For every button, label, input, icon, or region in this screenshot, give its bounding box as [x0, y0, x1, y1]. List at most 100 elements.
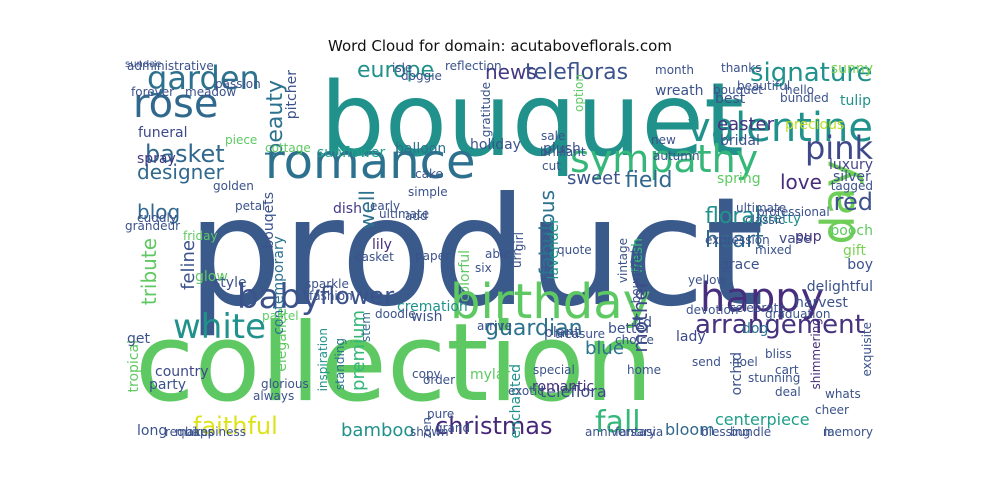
- word-administrative: administrative: [127, 60, 214, 73]
- word-long: long: [137, 423, 168, 439]
- word-lady: lady: [676, 329, 706, 345]
- word-doggie: doggie: [401, 69, 442, 83]
- word-bountiful: bountiful: [629, 250, 643, 304]
- word-harvest: harvest: [795, 295, 848, 311]
- word-la: la: [824, 425, 835, 439]
- word-tribute: tribute: [137, 238, 161, 306]
- word-centerpiece: centerpiece: [715, 410, 810, 429]
- word-lily: lily: [372, 237, 392, 253]
- word-meadow: meadow: [185, 85, 237, 99]
- word-romance: romance: [265, 134, 476, 190]
- word-expression: expression: [705, 233, 770, 247]
- word-sale: sale: [541, 129, 566, 143]
- word-passion: passion: [215, 77, 261, 91]
- word-holiday: holiday: [470, 137, 521, 153]
- word-bundle: bundle: [730, 425, 772, 439]
- word-designer: designer: [137, 160, 224, 184]
- word-sundae: sundae: [125, 60, 162, 70]
- word-red: red: [833, 188, 873, 216]
- word-delightful: delightful: [806, 279, 873, 295]
- word-professional: professional: [757, 205, 830, 219]
- word-order: order: [423, 373, 455, 387]
- word-stem: stem: [359, 312, 373, 343]
- word-cart: cart: [775, 363, 799, 377]
- word-quote: quote: [557, 243, 592, 257]
- word-blue: blue: [585, 338, 624, 359]
- word-anniversary: anniversary: [585, 425, 656, 439]
- word-shimmering: shimmering: [809, 318, 823, 390]
- word-telefloras: telefloras: [525, 60, 629, 85]
- word-exquisite: exquisite: [860, 322, 874, 377]
- word-casket: casket: [355, 250, 394, 264]
- word-forever: forever: [131, 85, 175, 99]
- word-pink: pink: [804, 129, 873, 167]
- word-whats: whats: [825, 387, 861, 401]
- word-guardian: guardian: [485, 316, 583, 341]
- word-funeral: funeral: [138, 125, 188, 141]
- chart-title: Word Cloud for domain: acutaboveflorals.…: [328, 37, 672, 55]
- word-garden: garden: [147, 60, 260, 97]
- word-wreath: wreath: [655, 83, 704, 99]
- word-add: add: [405, 209, 428, 223]
- word-balloon: balloon: [395, 141, 447, 157]
- word-spray: spray: [137, 151, 176, 167]
- word-signature: signature: [750, 60, 873, 88]
- word-thanks: thanks: [721, 61, 762, 75]
- word-spring: spring: [717, 171, 761, 187]
- word-brilliant: brilliant: [540, 145, 586, 159]
- word-style: style: [213, 275, 247, 291]
- word-christmas: christmas: [435, 412, 553, 440]
- word-cut: cut: [542, 159, 561, 173]
- word-always: always: [253, 389, 295, 403]
- word-happiness: happiness: [185, 425, 247, 439]
- word-hello: hello: [785, 83, 814, 97]
- word-best: best: [715, 91, 746, 107]
- word-arrangement: arrangement: [695, 310, 865, 340]
- word-early: early: [370, 199, 401, 213]
- word-paper: paper: [415, 249, 450, 263]
- word-send: send: [692, 355, 721, 369]
- word-able: able: [485, 247, 511, 261]
- word-faithful: faithful: [193, 412, 278, 440]
- word-party: party: [149, 377, 186, 393]
- word-exotic: exotic: [508, 384, 544, 398]
- word-country: country: [155, 364, 209, 380]
- word-better: better: [608, 321, 651, 337]
- word-sparkle: sparkle: [305, 277, 349, 291]
- word-gratitude: gratitude: [479, 82, 493, 138]
- word-yellow: yellow: [688, 273, 727, 287]
- word-product: product: [187, 166, 764, 340]
- word-bundled: bundled: [780, 91, 829, 105]
- word-sympathy: sympathy: [570, 137, 759, 181]
- word-standing: standing: [333, 338, 347, 391]
- word-friday: friday: [183, 229, 218, 243]
- word-bouquet: bouquet: [713, 83, 763, 97]
- word-colorful: colorful: [457, 250, 473, 303]
- word-tulip: tulip: [840, 93, 872, 109]
- word-pooch: pooch: [830, 223, 873, 239]
- word-romantic: romantic: [532, 379, 595, 395]
- word-make: make: [175, 425, 208, 439]
- word-love: love: [780, 170, 822, 194]
- word-teleflora: teleflora: [540, 382, 607, 401]
- word-bloom: bloom: [665, 420, 715, 439]
- word-home: home: [627, 363, 662, 377]
- word-bliss: bliss: [765, 347, 792, 361]
- word-fantasia: fantasia: [615, 425, 664, 439]
- word-choice: choice: [615, 333, 654, 347]
- word-devotion: devotion: [686, 303, 739, 317]
- word-boy: boy: [847, 257, 873, 273]
- word-doodle: doodle: [375, 307, 416, 321]
- word-cremation: cremation: [397, 299, 468, 315]
- word-bridal: bridal: [720, 133, 760, 149]
- word-ultimate: ultimate: [379, 207, 430, 221]
- word-flower: flower: [320, 282, 395, 310]
- word-birthday: birthday: [450, 274, 652, 330]
- word-pastel: pastel: [262, 309, 299, 323]
- word-grace: grace: [720, 257, 760, 273]
- word-floral: floral: [705, 204, 761, 229]
- word-dog: dog: [742, 321, 769, 337]
- word-bouquet: bouquet: [320, 61, 744, 180]
- word-cloud: product collection bouquet birthday romance h…: [125, 60, 875, 440]
- word-dish: dish: [333, 201, 362, 217]
